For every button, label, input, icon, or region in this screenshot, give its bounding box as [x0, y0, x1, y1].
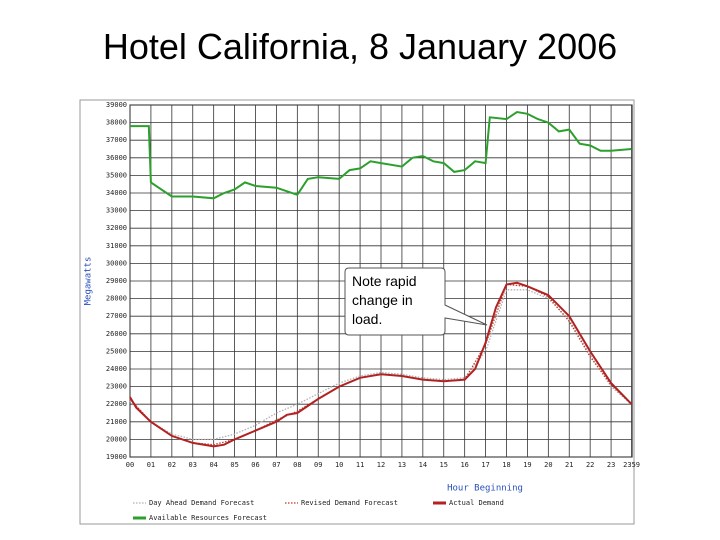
legend-label: Available Resources Forecast [149, 514, 267, 522]
callout-box [344, 267, 488, 336]
y-tick-label: 39000 [106, 101, 127, 109]
y-tick-label: 32000 [106, 224, 127, 232]
y-tick-label: 33000 [106, 207, 127, 215]
x-tick-label: 06 [251, 461, 259, 469]
y-tick-label: 26000 [106, 330, 127, 338]
y-tick-label: 22000 [106, 400, 127, 408]
y-axis-label: Megawatts [84, 257, 94, 306]
x-tick-label: 19 [523, 461, 531, 469]
slide-title: Hotel California, 8 January 2006 [102, 26, 618, 67]
x-tick-label: 13 [398, 461, 406, 469]
x-tick-label: 15 [440, 461, 448, 469]
x-tick-label: 10 [335, 461, 343, 469]
legend-label: Actual Demand [449, 499, 504, 507]
y-tick-label: 28000 [106, 295, 127, 303]
y-tick-label: 24000 [106, 365, 127, 373]
y-tick-label: 29000 [106, 277, 127, 285]
y-tick-label: 25000 [106, 347, 127, 355]
x-axis-label: Hour Beginning [447, 484, 523, 494]
y-tick-label: 34000 [106, 189, 127, 197]
x-tick-label: 00 [126, 461, 134, 469]
y-tick-label: 35000 [106, 171, 127, 179]
x-tick-label: 20 [544, 461, 552, 469]
y-tick-label: 38000 [106, 119, 127, 127]
y-tick-label: 21000 [106, 418, 127, 426]
x-tick-label: 11 [356, 461, 364, 469]
y-tick-label: 30000 [106, 259, 127, 267]
x-tick-label: 23 [607, 461, 615, 469]
x-tick-label: 17 [481, 461, 489, 469]
legend-label: Revised Demand Forecast [301, 499, 398, 507]
x-tick-label: 18 [502, 461, 510, 469]
x-tick-label: 03 [189, 461, 197, 469]
x-tick-label: 14 [419, 461, 427, 469]
x-tick-label: 2359 [623, 461, 640, 469]
annotation: Note rapid change in load. [352, 273, 417, 327]
x-tick-label: 22 [586, 461, 594, 469]
x-tick-label: 07 [272, 461, 280, 469]
y-tick-label: 37000 [106, 136, 127, 144]
y-tick-label: 27000 [106, 312, 127, 320]
series-line [129, 289, 633, 441]
x-tick-label: 04 [209, 461, 217, 469]
y-tick-label: 31000 [106, 242, 127, 250]
x-tick-label: 16 [460, 461, 468, 469]
x-tick-label: 05 [230, 461, 238, 469]
legend-label: Day Ahead Demand Forecast [149, 499, 254, 507]
x-tick-label: 02 [168, 461, 176, 469]
x-tick-label: 01 [147, 461, 155, 469]
series-line [129, 281, 633, 448]
y-tick-label: 23000 [106, 383, 127, 391]
y-tick-label: 19000 [106, 453, 127, 461]
y-tick-label: 20000 [106, 435, 127, 443]
x-tick-label: 08 [293, 461, 301, 469]
x-tick-label: 09 [314, 461, 322, 469]
y-tick-label: 36000 [106, 154, 127, 162]
x-tick-label: 21 [565, 461, 573, 469]
series-line [130, 110, 632, 200]
x-tick-label: 12 [377, 461, 385, 469]
